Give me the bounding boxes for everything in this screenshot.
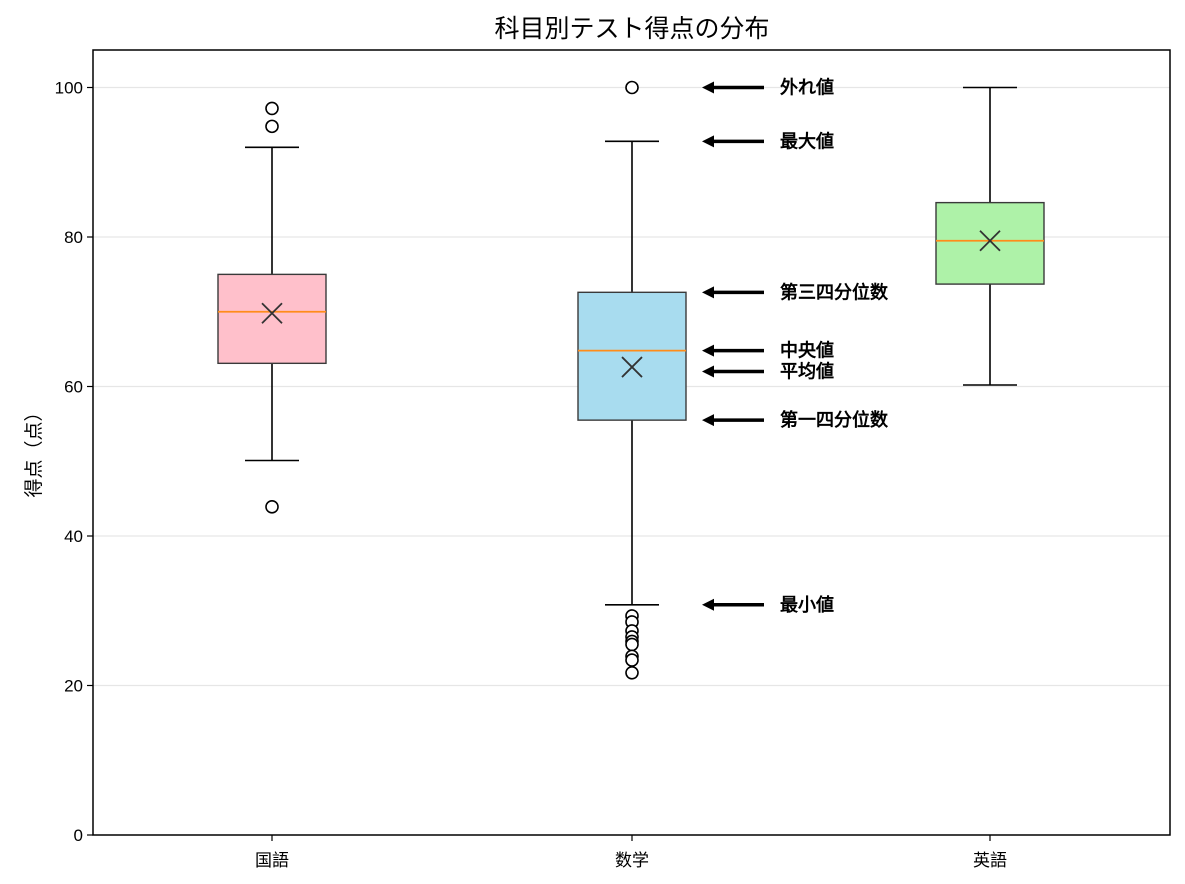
y-axis-label: 得点（点） — [23, 402, 45, 497]
arrowhead-icon — [702, 81, 714, 94]
arrowhead-icon — [702, 365, 714, 378]
mean-marker-icon — [261, 302, 283, 324]
annotation: 最大値 — [702, 130, 834, 152]
annotation: 外れ値 — [702, 77, 834, 99]
outlier-point — [265, 101, 279, 116]
annotation-label: 最小値 — [780, 594, 834, 616]
iqr-box — [217, 273, 327, 365]
annotation: 平均値 — [702, 361, 834, 383]
outlier-point — [625, 665, 639, 680]
iqr-box — [935, 201, 1045, 285]
annotation-label: 平均値 — [780, 361, 834, 383]
chart-title: 科目別テスト得点の分布 — [494, 14, 769, 43]
outlier-point — [265, 119, 279, 134]
outlier-point — [625, 653, 639, 667]
mean-marker-icon — [979, 230, 1001, 252]
iqr-box — [577, 291, 687, 421]
x-tick-label: 国語 — [255, 851, 289, 871]
annotation: 最小値 — [702, 594, 834, 616]
y-tick-label: 0 — [74, 826, 83, 845]
annotation-label: 第三四分位数 — [780, 281, 889, 303]
arrowhead-icon — [702, 598, 714, 611]
x-tick-label: 英語 — [973, 851, 1007, 871]
annotation: 第三四分位数 — [702, 281, 889, 303]
annotation-label: 外れ値 — [780, 77, 834, 99]
x-axis: 国語 数学 英語 — [255, 835, 1007, 871]
y-tick-label: 80 — [64, 228, 83, 247]
mean-marker-icon — [621, 356, 643, 378]
y-tick-label: 40 — [64, 527, 83, 546]
outlier-point — [265, 500, 279, 514]
annotation-label: 第一四分位数 — [780, 409, 889, 431]
arrowhead-icon — [702, 286, 714, 299]
box-2 — [577, 80, 687, 680]
x-tick-label: 数学 — [615, 851, 649, 871]
arrowhead-icon — [702, 344, 714, 357]
box-3 — [935, 86, 1045, 386]
annotation: 中央値 — [702, 340, 834, 362]
arrowhead-icon — [702, 414, 714, 427]
arrowhead-icon — [702, 135, 714, 148]
annotation-label: 最大値 — [780, 130, 834, 152]
y-tick-label: 100 — [55, 79, 83, 98]
annotation-label: 中央値 — [780, 340, 834, 362]
box-series — [217, 80, 1045, 680]
outlier-point — [625, 637, 639, 652]
annotation: 第一四分位数 — [702, 409, 889, 431]
y-tick-label: 60 — [64, 378, 83, 397]
y-tick-label: 20 — [64, 677, 83, 696]
box-1 — [217, 101, 327, 514]
outlier-point — [625, 80, 639, 95]
y-axis: 0 20 40 60 80 100 — [55, 79, 93, 845]
